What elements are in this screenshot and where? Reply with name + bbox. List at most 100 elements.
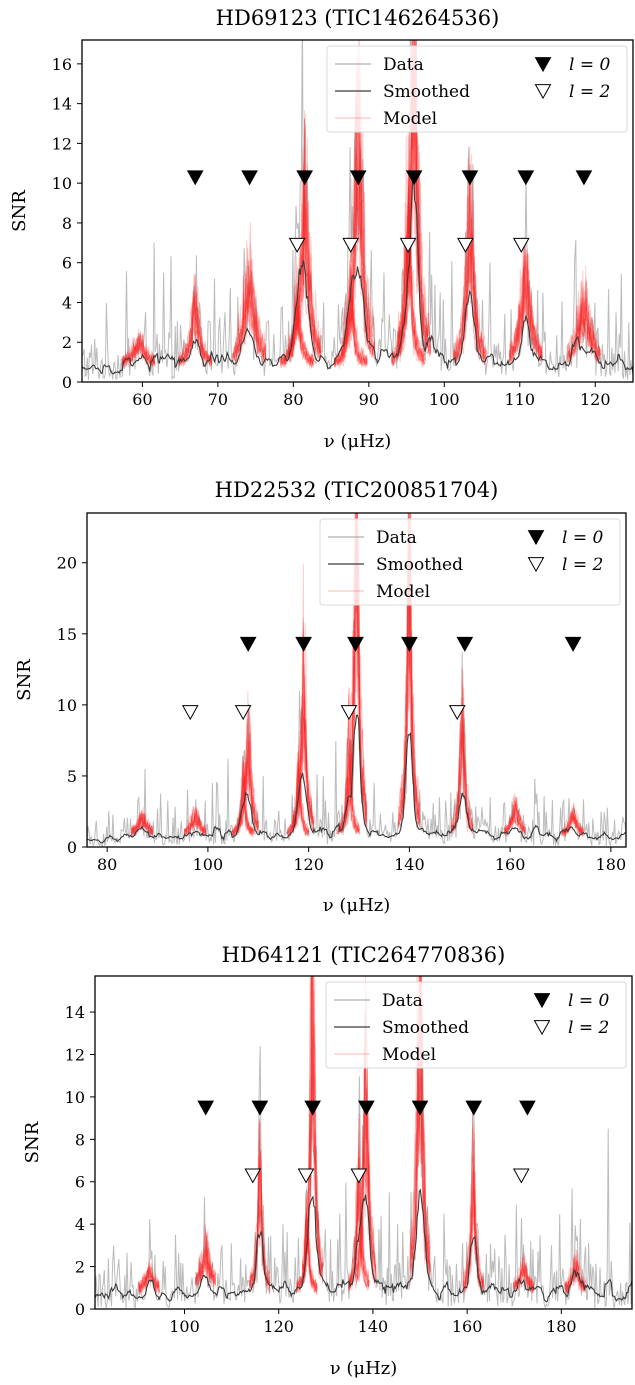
l2-mode-marker (342, 237, 360, 253)
model-sample-line (345, 513, 368, 810)
model-sample-line (183, 813, 207, 837)
model-sample-line (138, 1266, 160, 1292)
model-sample-line (178, 300, 213, 366)
model-sample-line (178, 282, 213, 367)
y-tick-label: 14 (52, 95, 72, 114)
model-sample-line (183, 816, 207, 835)
model-sample-line (564, 1249, 587, 1292)
model-sample-line (348, 1157, 370, 1289)
model-sample-line (337, 765, 360, 834)
model-sample-line (231, 750, 254, 837)
axes-frame (86, 512, 627, 848)
model-sample-line (508, 273, 543, 358)
chart-title: HD69123 (TIC146264536) (216, 6, 500, 30)
model-sample-line (236, 709, 259, 832)
model-sample-line (121, 328, 156, 369)
y-tick-label: 12 (65, 1045, 85, 1064)
model-sample-line (348, 1117, 370, 1292)
legend-label-data: Data (376, 528, 417, 548)
model-sample-line (564, 1248, 587, 1291)
legend-label-model: Model (376, 582, 430, 602)
model-sample-line (333, 303, 368, 368)
model-sample-line (355, 1086, 377, 1287)
model-sample-line (348, 1131, 370, 1287)
model-sample-line (232, 260, 267, 360)
l0-mode-marker (349, 170, 367, 186)
l2-mode-marker (288, 237, 306, 253)
model-sample-line (232, 259, 267, 360)
data-series-line (95, 976, 632, 1309)
model-sample-line (566, 265, 601, 359)
model-sample-line (397, 40, 431, 354)
model-sample-line (503, 803, 527, 837)
model-sample-line (130, 813, 154, 835)
model-sample-line (231, 776, 254, 835)
model-sample-line (194, 1232, 217, 1286)
l2-mode-marker (457, 237, 474, 253)
model-sample-line (513, 1263, 535, 1292)
model-sample-line (462, 1122, 484, 1286)
model-sample-line (287, 764, 310, 836)
model-sample-line (183, 809, 207, 835)
model-sample-line (355, 1011, 377, 1283)
y-tick-label: 5 (67, 767, 77, 786)
model-sample-line (194, 1229, 217, 1286)
model-sample-line (236, 724, 260, 829)
legend-marker-l2 (534, 84, 552, 100)
model-sample-line (130, 811, 154, 835)
model-sample-line (453, 176, 487, 363)
model-sample-line (236, 690, 260, 832)
model-sample-line (236, 733, 260, 829)
model-sample-line (138, 1261, 160, 1292)
model-sample-line (462, 1129, 484, 1289)
model-sample-line (183, 805, 207, 834)
l0-mode-marker (296, 170, 314, 186)
model-sample-line (249, 1152, 271, 1294)
model-sample-line (287, 745, 310, 838)
model-sample-line (249, 1199, 271, 1291)
x-tick-label: 100 (169, 1317, 200, 1336)
model-sample-line (503, 797, 526, 836)
model-sample-line (301, 976, 324, 1272)
model-sample-line (337, 753, 360, 835)
model-sample-line (121, 337, 156, 367)
model-sample-line (450, 669, 474, 831)
model-sample-line (566, 280, 601, 360)
data-series-line (82, 40, 633, 381)
model-sample-line (566, 285, 601, 361)
data-series-line (87, 513, 626, 847)
model-sample-line (355, 1027, 377, 1278)
chart-title: HD22532 (TIC200851704) (215, 478, 499, 502)
model-sample-line (287, 164, 322, 361)
model-sample-line (138, 1267, 160, 1293)
model-sample-line (121, 341, 156, 368)
model-sample-line (337, 694, 360, 834)
chart-panel-3: HD64121 (TIC264770836) 100 120 140 160 180 0 2 4… (22, 943, 633, 1379)
model-sample-line (355, 1061, 377, 1290)
model-sample-line (348, 1157, 370, 1287)
y-axis-label: SNR (9, 190, 30, 232)
l0-mode-marker (241, 170, 258, 186)
model-sample-line (503, 796, 527, 834)
model-sample-line (231, 761, 254, 839)
model-sample-line (296, 1208, 318, 1289)
model-sample-line (121, 337, 156, 365)
model-sample-line (348, 1156, 370, 1290)
model-sample-line (345, 542, 368, 821)
x-tick-label: 180 (596, 855, 627, 874)
x-tick-label: 100 (429, 390, 460, 409)
model-sample-line (409, 976, 431, 1273)
model-sample-line (231, 763, 254, 838)
model-sample-line (397, 544, 421, 830)
l0-mode-marker (575, 170, 593, 186)
model-sample-line (249, 1150, 271, 1289)
legend-label-l2: l = 2 (562, 555, 603, 575)
model-sample-line (130, 809, 154, 836)
model-sample-line (341, 142, 376, 346)
model-sample-line (345, 513, 368, 827)
l0-mode-marker (304, 1100, 321, 1116)
l2-mode-marker (448, 705, 466, 721)
model-sample-line (453, 234, 487, 363)
model-sample-line (561, 814, 584, 835)
model-sample-line (345, 513, 368, 827)
